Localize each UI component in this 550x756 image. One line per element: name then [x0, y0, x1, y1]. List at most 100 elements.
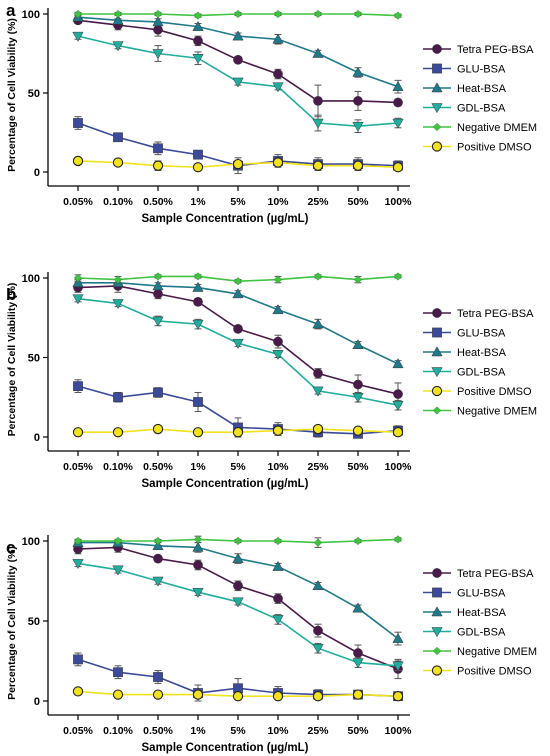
data-point [112, 14, 124, 25]
data-point [73, 654, 83, 665]
legend-marker [431, 82, 443, 93]
series-heat-bsa [72, 277, 404, 369]
data-point [193, 535, 203, 544]
legend-label: GDL-BSA [457, 367, 506, 379]
legend-label: Positive DMSO [457, 666, 532, 678]
data-point [232, 552, 244, 563]
data-point [352, 339, 364, 350]
y-tick-label: 0 [34, 696, 40, 708]
data-point [112, 299, 124, 310]
legend-marker [431, 385, 443, 397]
series-gdl-bsa [72, 559, 404, 672]
data-point [152, 540, 164, 551]
data-point [353, 648, 363, 658]
data-point [392, 691, 404, 702]
data-point [112, 427, 124, 438]
legend-marker [432, 568, 442, 578]
series-heat-bsa [72, 536, 404, 646]
panel-label: a [6, 1, 16, 20]
data-point [312, 691, 324, 702]
legend-marker [432, 44, 442, 54]
series-line [77, 546, 399, 670]
data-point [193, 149, 203, 160]
data-point [392, 358, 404, 369]
data-point [352, 160, 364, 171]
data-point [392, 427, 404, 438]
data-point [153, 387, 163, 398]
data-point [273, 275, 283, 284]
data-point [233, 580, 243, 591]
data-point [152, 160, 164, 171]
data-point [232, 77, 244, 88]
x-tick-label: 100% [385, 725, 413, 737]
series-positive-dmso [72, 423, 404, 438]
x-tick-label: 50% [347, 196, 369, 208]
data-point [233, 536, 243, 546]
data-point [352, 602, 364, 613]
legend-label: GLU-BSA [457, 328, 506, 340]
x-tick-label: 10% [267, 461, 289, 473]
legend-label: Positive DMSO [457, 386, 532, 398]
legend-marker [432, 327, 442, 338]
x-tick-label: 0.10% [103, 196, 133, 208]
x-tick-label: 5% [230, 725, 246, 737]
legend-label: Heat-BSA [457, 607, 507, 619]
data-point [273, 69, 283, 79]
panel-label: c [6, 538, 15, 557]
legend-label: Tetra PEG-BSA [457, 44, 534, 56]
legend-label: GDL-BSA [457, 103, 506, 115]
data-point [272, 82, 284, 93]
data-point [193, 297, 203, 307]
data-point [152, 423, 164, 435]
legend-label: GLU-BSA [457, 588, 506, 600]
data-point [232, 597, 244, 608]
data-point [312, 580, 324, 591]
legend-marker [431, 141, 443, 152]
data-point [353, 379, 363, 390]
legend-marker [431, 346, 443, 357]
data-point [312, 47, 324, 58]
data-point [113, 392, 123, 403]
data-point [312, 160, 324, 171]
x-tick-label: 0.50% [143, 461, 173, 473]
data-point [313, 368, 323, 379]
legend-marker [432, 406, 442, 415]
data-point [152, 316, 164, 327]
x-tick-label: 10% [267, 725, 289, 737]
data-point [233, 9, 243, 19]
data-point [192, 587, 204, 598]
data-point [152, 576, 164, 587]
data-point [352, 658, 364, 669]
data-point [312, 386, 324, 397]
data-point [313, 96, 323, 106]
series-line [77, 562, 399, 667]
legend-label: GDL-BSA [457, 627, 506, 639]
series-negative-dmem [73, 272, 403, 286]
data-point [73, 273, 83, 283]
x-tick-label: 0.50% [143, 196, 173, 208]
data-point [72, 155, 84, 167]
legend-marker [432, 587, 442, 598]
series-positive-dmso [72, 686, 404, 702]
legend-marker [432, 646, 442, 656]
data-point [352, 689, 364, 700]
data-point [312, 423, 324, 435]
x-tick-label: 50% [347, 725, 369, 737]
data-point [232, 338, 244, 349]
data-point [112, 157, 124, 168]
y-axis-label: Percentage of Cell Viability (%) [6, 18, 18, 172]
data-point [273, 336, 283, 347]
panel-label: b [6, 285, 16, 304]
legend-label: GLU-BSA [457, 64, 506, 76]
series-gdl-bsa [72, 31, 404, 133]
data-point [272, 157, 284, 168]
legend-marker [431, 665, 443, 676]
series-tetra-peg-bsa [73, 279, 403, 406]
data-point [272, 615, 284, 626]
data-point [72, 277, 84, 288]
x-tick-label: 100% [385, 461, 413, 473]
data-point [393, 97, 403, 108]
y-tick-label: 50 [28, 88, 40, 100]
x-tick-label: 5% [230, 461, 246, 473]
data-point [313, 538, 323, 547]
